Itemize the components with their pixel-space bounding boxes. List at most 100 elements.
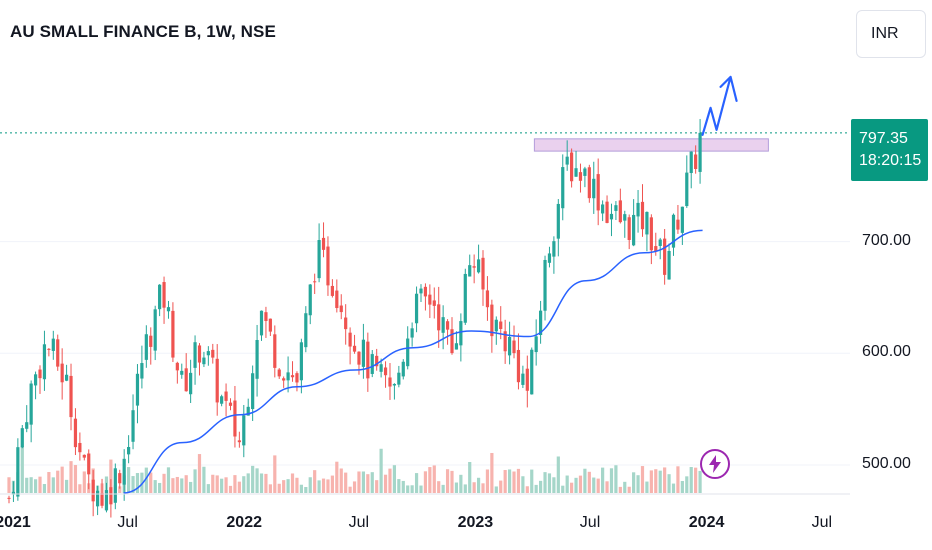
candle-body-8	[42, 344, 47, 380]
volume-bar-151	[676, 466, 680, 493]
volume-bar-11	[56, 470, 60, 493]
x-tick-4: 2023	[457, 514, 494, 531]
candlesticks	[7, 119, 702, 518]
volume-bar-139	[623, 481, 627, 493]
candle-body-111	[499, 321, 503, 329]
candle-body-36	[166, 307, 171, 312]
candle-body-147	[658, 239, 662, 246]
volume-bar-81	[366, 474, 370, 493]
candle-body-85	[383, 367, 388, 376]
x-tick-2: 2022	[226, 514, 262, 531]
candle-body-48	[220, 396, 224, 404]
candle-body-104	[468, 265, 472, 277]
volume-bar-36	[166, 467, 171, 493]
candle-body-33	[153, 309, 157, 351]
candle-body-24	[113, 468, 117, 503]
volume-bar-127	[570, 482, 574, 493]
candle-body-41	[189, 372, 193, 395]
candle-body-82	[370, 354, 374, 374]
x-tick-7: Jul	[811, 514, 833, 531]
candle-body-86	[388, 377, 392, 387]
candle-body-124	[556, 203, 560, 239]
candle-body-141	[632, 214, 636, 246]
candle-body-75	[339, 305, 343, 313]
candle-body-62	[282, 378, 286, 381]
candle-body-31	[144, 334, 148, 360]
volume-bar-95	[428, 467, 432, 493]
candle-body-143	[640, 201, 645, 230]
volume-bar-146	[654, 469, 658, 493]
candle-body-21	[100, 493, 104, 506]
candle-body-70	[317, 240, 321, 279]
candle-body-45	[206, 351, 210, 356]
candle-body-28	[131, 410, 135, 442]
volume-bar-156	[698, 470, 702, 493]
candle-body-0	[7, 497, 11, 499]
volume-bar-50	[228, 485, 233, 493]
volume-bar-96	[432, 465, 436, 493]
candle-body-106	[476, 259, 481, 273]
volume-bar-154	[689, 466, 693, 493]
volume-bar-76	[344, 472, 348, 493]
candle-body-112	[503, 331, 507, 352]
candle-body-6	[33, 374, 38, 386]
candle-body-98	[441, 317, 445, 333]
candle-body-32	[149, 335, 153, 347]
candle-body-23	[109, 487, 113, 505]
projection-arrow[interactable]	[701, 75, 738, 136]
volume-bar-0	[7, 477, 11, 493]
volume-bar-99	[445, 469, 450, 493]
volume-bar-66	[299, 484, 303, 493]
candle-body-61	[277, 369, 281, 377]
volume-bar-54	[246, 473, 250, 493]
volume-bar-140	[627, 486, 631, 493]
volume-bar-123	[552, 477, 556, 493]
volume-bar-122	[547, 473, 552, 493]
volume-bar-23	[109, 459, 113, 493]
lightning-icon[interactable]	[700, 449, 730, 479]
candle-body-125	[561, 167, 565, 209]
currency-button[interactable]: INR	[856, 10, 926, 58]
volume-bar-150	[671, 483, 676, 493]
x-tick-1: Jul	[117, 514, 138, 531]
volume-bar-128	[574, 477, 578, 493]
volume-bar-82	[370, 472, 374, 493]
candle-body-1	[11, 491, 16, 495]
candle-body-122	[547, 253, 552, 263]
candle-body-2	[16, 447, 20, 497]
volume-bar-153	[685, 476, 689, 493]
volume-bar-105	[472, 482, 476, 493]
volume-bar-133	[596, 478, 600, 493]
symbol-title[interactable]: AU SMALL FINANCE B, 1W, NSE	[10, 22, 276, 41]
volume-bar-108	[485, 469, 490, 493]
candle-body-105	[472, 266, 476, 268]
candle-body-132	[592, 178, 596, 199]
volume-bar-37	[171, 478, 175, 493]
volume-bar-40	[184, 475, 188, 493]
candle-body-38	[175, 362, 179, 371]
volume-bar-15	[73, 465, 78, 493]
candle-body-133	[596, 174, 600, 211]
candle-body-99	[445, 321, 450, 330]
volume-bar-56	[255, 468, 259, 493]
candle-body-5	[29, 383, 33, 425]
candle-body-67	[304, 313, 308, 348]
volume-bar-98	[441, 484, 445, 493]
candle-body-109	[490, 304, 494, 337]
volume-bar-17	[82, 471, 86, 493]
candle-body-13	[64, 374, 69, 381]
volume-bar-44	[202, 466, 206, 493]
volume-bar-55	[251, 465, 255, 493]
volume-bar-46	[211, 474, 215, 493]
volume-bar-101	[454, 482, 459, 493]
volume-bar-137	[614, 465, 618, 493]
volume-bar-4	[25, 477, 29, 493]
volume-bar-49	[224, 477, 228, 493]
candle-body-137	[614, 205, 618, 211]
candle-body-7	[38, 369, 42, 379]
resistance-zone[interactable]	[533, 138, 769, 152]
candle-body-97	[437, 304, 441, 331]
candle-body-116	[521, 373, 525, 385]
